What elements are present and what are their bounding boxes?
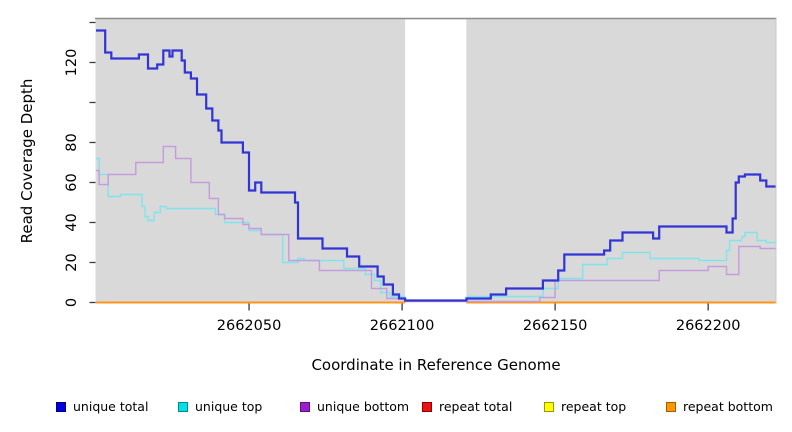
legend-swatch-unique-total: [56, 401, 66, 412]
y-tick-label: 60: [64, 173, 80, 191]
y-tick-label: 0: [64, 298, 80, 307]
x-tick-label: 2662100: [370, 318, 435, 334]
legend-item-repeat-bottom: repeat bottom: [666, 399, 788, 414]
legend-label: unique total: [73, 399, 149, 414]
y-tick-label: 80: [64, 133, 80, 151]
legend: unique total unique top unique bottom repea…: [56, 399, 792, 414]
series-line-unique-total: [96, 29, 776, 302]
x-tick-label: 2662150: [523, 318, 588, 334]
x-axis: 2662050 2662100 2662150 2662200: [217, 303, 741, 334]
x-tick-label: 2662200: [676, 318, 741, 334]
legend-label: repeat bottom: [683, 399, 773, 414]
legend-swatch-repeat-bottom: [666, 401, 676, 412]
y-tick-label: 120: [64, 49, 80, 77]
x-axis-title: Coordinate in Reference Genome: [311, 356, 561, 374]
legend-label: repeat total: [439, 399, 513, 414]
masked-region: [405, 19, 467, 304]
y-axis-title: Read Coverage Depth: [18, 78, 36, 244]
legend-item-unique-bottom: unique bottom: [300, 399, 422, 414]
y-tick-label: 40: [64, 213, 80, 231]
y-axis: 0 20 40 60 80 120: [64, 21, 96, 307]
legend-swatch-repeat-total: [422, 401, 432, 412]
legend-item-unique-total: unique total: [56, 399, 178, 414]
legend-swatch-repeat-top: [544, 401, 554, 412]
legend-swatch-unique-top: [178, 401, 188, 412]
legend-item-unique-top: unique top: [178, 399, 300, 414]
x-tick-label: 2662050: [217, 318, 282, 334]
legend-item-repeat-top: repeat top: [544, 399, 666, 414]
legend-label: repeat top: [561, 399, 627, 414]
legend-swatch-unique-bottom: [300, 401, 310, 412]
series-line-unique-top: [96, 157, 776, 298]
series-line-unique-bottom: [96, 145, 776, 303]
legend-label: unique top: [195, 399, 263, 414]
y-tick-label: 20: [64, 253, 80, 271]
legend-item-repeat-total: repeat total: [422, 399, 544, 414]
legend-label: unique bottom: [317, 399, 410, 414]
